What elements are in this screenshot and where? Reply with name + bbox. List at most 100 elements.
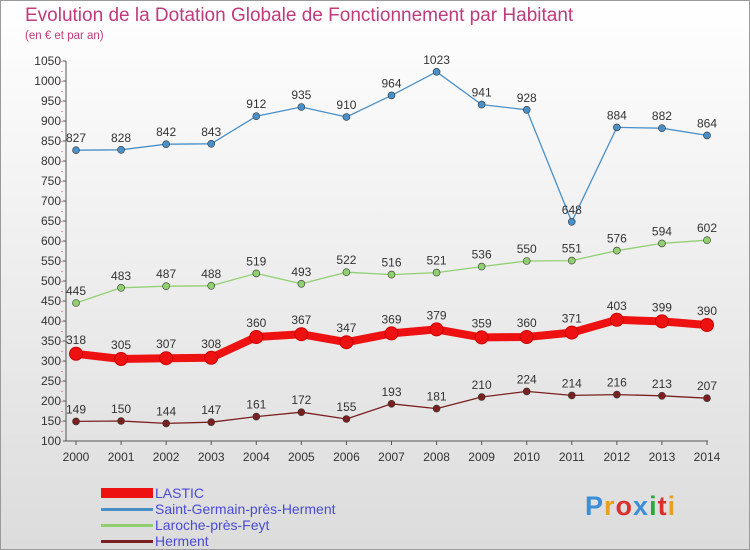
data-point [522,387,531,396]
data-point [384,326,399,341]
data-point [294,327,309,342]
y-tick-label: 300 [41,354,61,368]
data-label: 935 [291,88,311,102]
y-tick-label: 700 [41,194,61,208]
y-tick-label: 500 [41,274,61,288]
y-tick-label: 150 [41,414,61,428]
data-label: 181 [427,390,447,404]
logo-letter: i [667,491,677,521]
legend-label: Laroche-près-Feyt [155,517,270,533]
data-point [339,335,354,350]
data-label: 207 [697,379,717,393]
x-tick-label: 2001 [108,450,135,464]
data-point [252,269,261,278]
data-label: 161 [246,398,266,412]
data-label: 912 [246,97,266,111]
x-tick-label: 2009 [468,450,495,464]
data-label: 369 [381,312,401,326]
data-point [297,408,306,417]
data-point [387,91,396,100]
data-label: 172 [291,393,311,407]
data-point [477,262,486,271]
data-label: 1023 [423,53,450,67]
data-point [609,312,624,327]
data-label: 347 [336,321,356,335]
data-label: 318 [66,333,86,347]
data-point [703,236,711,244]
data-label: 149 [66,402,86,416]
x-tick-label: 2004 [243,450,270,464]
data-point [159,351,174,366]
data-point [207,140,216,148]
data-point [522,106,531,114]
data-point [72,146,80,154]
series-3: 149 150 144 147 161 172 155 193 181 210 224 214 216 2… [66,372,717,428]
data-label: 399 [652,300,672,314]
y-tick-label: 900 [41,114,61,128]
data-label: 150 [111,402,131,416]
data-point [658,124,666,132]
x-tick-label: 2012 [604,450,631,464]
data-label: 210 [472,378,492,392]
data-label: 224 [517,372,537,386]
series-1: 827 828 842 843 912 935 910 964 1023 941 928 648 884… [66,53,717,226]
y-tick-label: 1000 [34,74,61,88]
data-label: 144 [156,404,176,418]
x-tick-label: 2000 [63,450,90,464]
y-tick-label: 350 [41,334,61,348]
y-tick-label: 250 [41,374,61,388]
chart-title: Evolution de la Dotation Globale de Fonc… [25,5,574,26]
data-point [162,419,170,428]
data-label: 928 [517,91,537,105]
data-label: 827 [66,131,86,145]
data-label: 519 [246,254,266,268]
data-label: 193 [381,385,401,399]
data-point [432,268,441,277]
legend-label: Herment [155,533,209,549]
data-point [474,330,489,345]
data-label: 551 [562,242,582,256]
data-point [700,318,714,332]
legend-swatch [101,488,153,498]
legend-label: LASTIC [155,485,205,501]
legend-swatch [101,539,153,543]
data-point [703,394,711,403]
data-point [522,257,531,265]
data-label: 864 [697,116,717,130]
data-label: 964 [381,76,401,90]
data-point [432,404,441,413]
data-label: 882 [652,109,672,123]
logo-letter: r [604,491,616,521]
data-label: 403 [607,299,627,313]
proxiti-logo: Proxiti [585,491,676,522]
data-label: 307 [156,337,176,351]
data-point [249,330,264,344]
data-point [477,393,486,401]
y-tick-label: 200 [41,394,61,408]
data-label: 214 [562,376,582,390]
data-point [69,346,83,361]
data-label: 488 [201,267,221,281]
data-point [297,279,306,288]
data-point [432,68,441,76]
data-label: 941 [472,86,492,100]
y-tick-label: 100 [41,434,61,448]
x-tick-label: 2007 [378,450,405,464]
series-0: 318 305 307 308 360 367 347 369 379 359 360 371 403 3… [66,299,717,366]
data-point [252,112,261,120]
y-tick-label: 800 [41,154,61,168]
data-label: 576 [607,232,627,246]
y-tick-label: 1050 [34,54,61,68]
data-point [654,314,669,329]
data-label: 648 [562,203,582,217]
x-tick-label: 2008 [423,450,450,464]
x-tick-label: 2010 [513,450,540,464]
x-tick-label: 2014 [694,450,721,464]
x-tick-label: 2006 [333,450,360,464]
data-point [567,256,576,265]
data-label: 493 [291,265,311,279]
data-label: 147 [201,403,221,417]
data-point [387,399,396,408]
series-2: 445 483 487 488 519 493 522 516 521 536 550 551 576 5… [66,221,717,307]
y-tick-label: 550 [41,254,61,268]
